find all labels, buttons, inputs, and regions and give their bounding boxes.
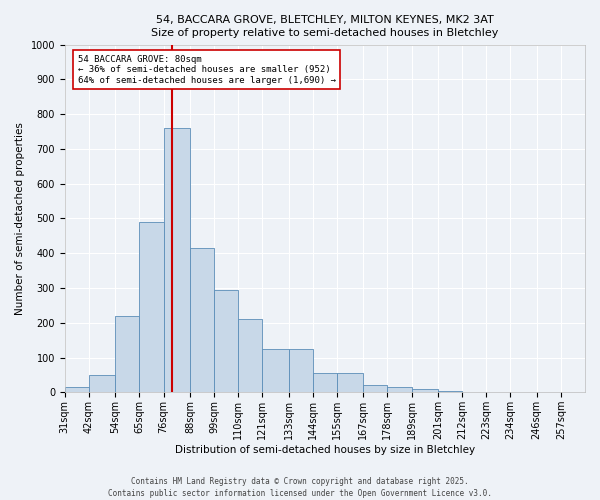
Bar xyxy=(190,248,214,392)
Bar xyxy=(337,373,364,392)
Bar xyxy=(262,349,289,393)
X-axis label: Distribution of semi-detached houses by size in Bletchley: Distribution of semi-detached houses by … xyxy=(175,445,475,455)
Bar xyxy=(115,316,139,392)
Bar xyxy=(89,375,115,392)
Bar xyxy=(364,386,388,392)
Bar xyxy=(313,373,337,392)
Bar xyxy=(412,389,438,392)
Text: Contains HM Land Registry data © Crown copyright and database right 2025.
Contai: Contains HM Land Registry data © Crown c… xyxy=(108,476,492,498)
Bar xyxy=(438,390,462,392)
Bar xyxy=(238,320,262,392)
Bar xyxy=(164,128,190,392)
Bar xyxy=(289,349,313,393)
Text: 54 BACCARA GROVE: 80sqm
← 36% of semi-detached houses are smaller (952)
64% of s: 54 BACCARA GROVE: 80sqm ← 36% of semi-de… xyxy=(78,55,336,85)
Bar xyxy=(65,387,89,392)
Bar xyxy=(214,290,238,393)
Bar xyxy=(139,222,164,392)
Bar xyxy=(388,387,412,392)
Y-axis label: Number of semi-detached properties: Number of semi-detached properties xyxy=(15,122,25,315)
Title: 54, BACCARA GROVE, BLETCHLEY, MILTON KEYNES, MK2 3AT
Size of property relative t: 54, BACCARA GROVE, BLETCHLEY, MILTON KEY… xyxy=(151,15,499,38)
